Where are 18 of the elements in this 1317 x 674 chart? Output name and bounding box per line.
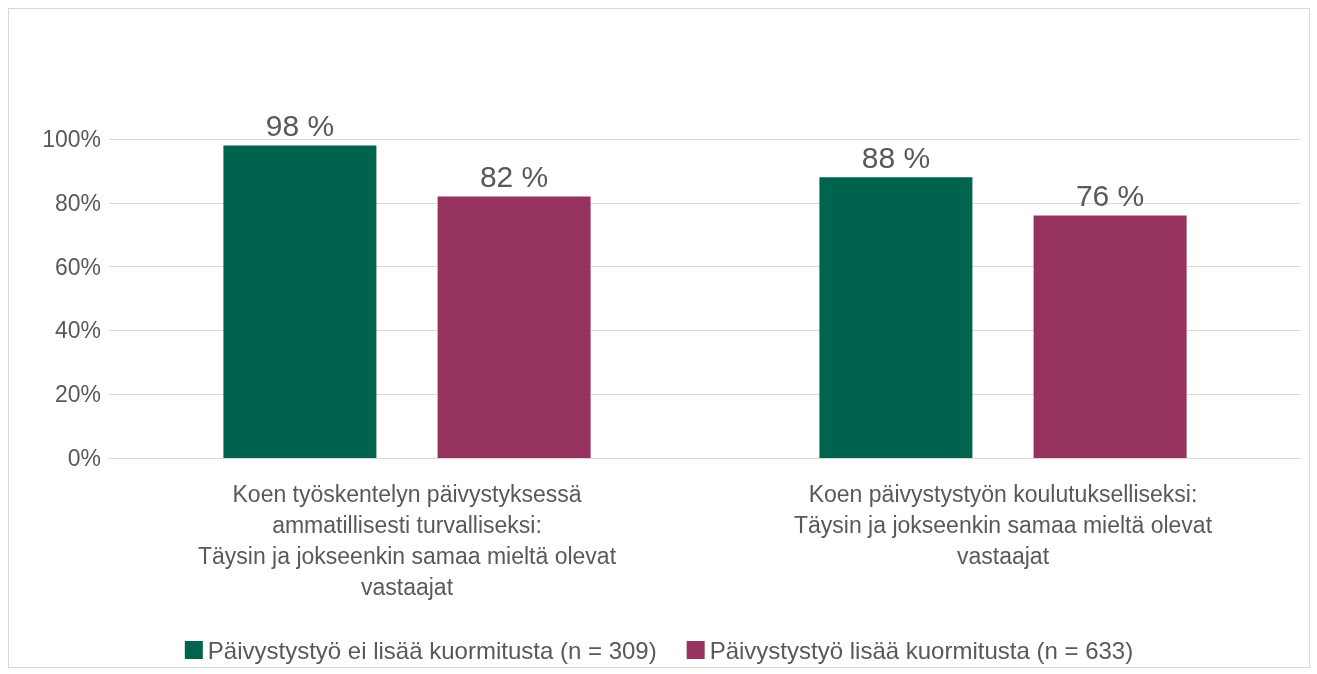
bar	[437, 196, 591, 458]
data-label: 76 %	[1075, 179, 1145, 213]
x-tick-label: Koen päivystystyön koulutukselliseksi: Täysin ja jokseenkin samaa mieltä olevat vastaajat	[793, 480, 1213, 569]
data-label: 98 %	[265, 108, 335, 142]
y-tick-label: 20%	[54, 381, 101, 408]
bar	[1033, 215, 1187, 458]
y-tick-label: 40%	[54, 317, 101, 344]
y-tick-label: 80%	[54, 189, 101, 216]
x-tick-label: Koen työskentelyn päivystyksessä ammatillisesti turvalliseksi: Täysin ja jokseenkin samaa mieltä olevat vastaajat	[197, 480, 617, 600]
bar	[223, 145, 377, 458]
data-label: 88 %	[861, 140, 931, 174]
data-label: 82 %	[479, 159, 549, 193]
bar	[819, 177, 973, 458]
legend-label: Päivystystyö lisää kuormitusta (n = 633)	[709, 636, 1134, 664]
y-tick-label: 100%	[42, 126, 101, 152]
y-tick-label: 0%	[67, 445, 101, 471]
y-tick-label: 60%	[54, 253, 101, 280]
legend-label: Päivystystyö ei lisää kuormitusta (n = 309)	[207, 636, 657, 664]
